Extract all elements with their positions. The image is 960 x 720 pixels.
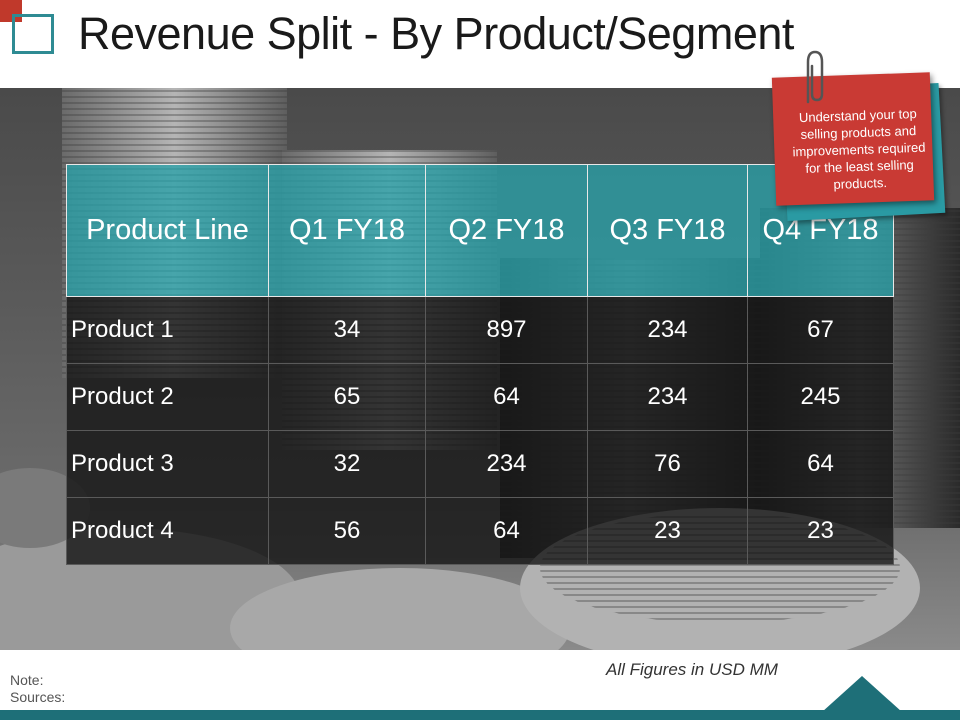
table-row: Product 1 34 897 234 67 (66, 296, 894, 364)
slide-title: Revenue Split - By Product/Segment (78, 8, 794, 59)
header-product-line: Product Line (66, 164, 269, 297)
row-label: Product 4 (66, 497, 269, 565)
table-cell: 67 (747, 296, 894, 364)
table-cell: 234 (425, 430, 588, 498)
table-cell: 64 (425, 497, 588, 565)
row-label: Product 1 (66, 296, 269, 364)
table-header-row: Product Line Q1 FY18 Q2 FY18 Q3 FY18 Q4 … (66, 164, 894, 297)
table-cell: 76 (587, 430, 748, 498)
table-cell: 65 (268, 363, 426, 431)
header-q2: Q2 FY18 (425, 164, 588, 297)
table-cell: 34 (268, 296, 426, 364)
table-cell: 32 (268, 430, 426, 498)
footer-triangle-icon (822, 676, 902, 712)
note-label: Note: (10, 672, 44, 688)
table-cell: 897 (425, 296, 588, 364)
table-cell: 245 (747, 363, 894, 431)
sources-label: Sources: (10, 689, 66, 705)
table-cell: 23 (587, 497, 748, 565)
table-row: Product 4 56 64 23 23 (66, 497, 894, 565)
header-q1: Q1 FY18 (268, 164, 426, 297)
row-label: Product 2 (66, 363, 269, 431)
table-cell: 64 (425, 363, 588, 431)
header-q3: Q3 FY18 (587, 164, 748, 297)
sticky-note-text: Understand your top selling products and… (792, 105, 926, 192)
revenue-table: Product Line Q1 FY18 Q2 FY18 Q3 FY18 Q4 … (66, 164, 894, 565)
row-label: Product 3 (66, 430, 269, 498)
table-cell: 64 (747, 430, 894, 498)
table-row: Product 2 65 64 234 245 (66, 363, 894, 431)
table-cell: 234 (587, 296, 748, 364)
table-cell: 56 (268, 497, 426, 565)
units-footnote: All Figures in USD MM (606, 660, 778, 679)
footer-bar (0, 710, 960, 720)
table-cell: 234 (587, 363, 748, 431)
table-cell: 23 (747, 497, 894, 565)
logo-teal-outline (12, 14, 54, 54)
logo-square-icon (0, 0, 60, 60)
paperclip-icon (806, 50, 824, 104)
table-row: Product 3 32 234 76 64 (66, 430, 894, 498)
